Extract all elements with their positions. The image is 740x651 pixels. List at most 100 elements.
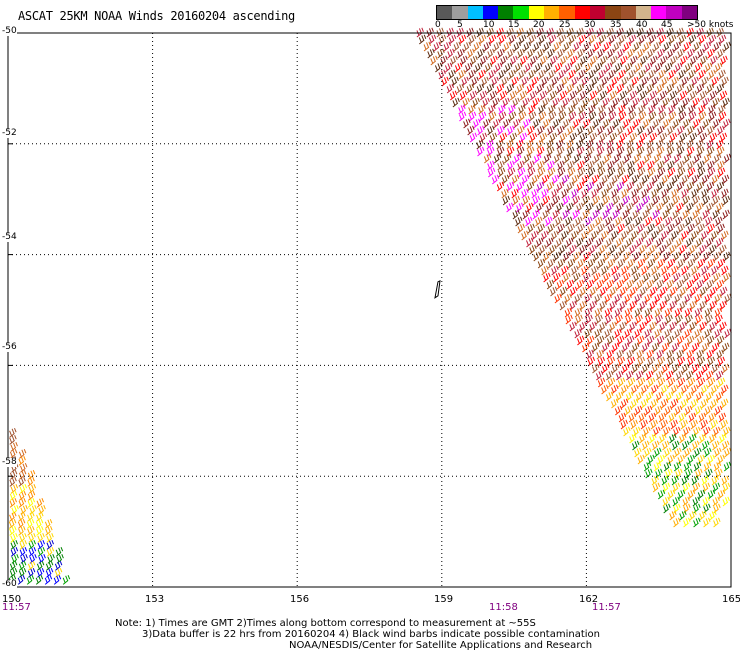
- wind-barb: [607, 258, 616, 269]
- wind-barb: [19, 540, 27, 550]
- wind-barb: [718, 104, 726, 115]
- wind-barb: [720, 419, 728, 430]
- wind-barb: [19, 547, 28, 557]
- wind-barb: [438, 34, 447, 45]
- wind-barb: [633, 272, 641, 283]
- wind-barb: [497, 48, 505, 59]
- wind-barb: [668, 69, 676, 80]
- wind-barb: [609, 321, 617, 332]
- wind-barb: [517, 48, 525, 59]
- wind-barb: [646, 139, 654, 150]
- wind-barb: [666, 279, 675, 290]
- wind-barb: [604, 62, 613, 73]
- wind-barb: [616, 349, 624, 360]
- wind-barb: [537, 125, 545, 136]
- wind-barb: [567, 125, 575, 136]
- wind-barb: [595, 216, 603, 227]
- wind-barb: [27, 477, 35, 487]
- wind-barb: [672, 97, 680, 108]
- wind-barb: [722, 97, 730, 108]
- wind-barb: [643, 251, 651, 262]
- wind-barb: [580, 286, 588, 297]
- wind-barb: [581, 174, 590, 185]
- wind-barb: [531, 76, 539, 87]
- wind-barb: [683, 118, 691, 129]
- wind-barb: [597, 160, 605, 171]
- colorbar-segment: [574, 6, 590, 19]
- wind-barb: [658, 104, 666, 115]
- wind-barb: [716, 349, 724, 360]
- wind-barb: [675, 370, 684, 381]
- wind-barb: [697, 160, 705, 171]
- wind-barb: [683, 517, 691, 528]
- wind-barb: [478, 34, 487, 45]
- wind-barb: [516, 139, 524, 150]
- wind-barb: [18, 512, 26, 522]
- wind-barb: [641, 174, 650, 185]
- wind-barb: [453, 41, 461, 52]
- wind-barb: [702, 496, 710, 507]
- wind-barb: [599, 244, 607, 255]
- wind-barb: [522, 97, 530, 108]
- wind-barb: [596, 202, 604, 213]
- wind-barb: [576, 139, 584, 150]
- wind-barb: [686, 27, 694, 38]
- wind-barb: [672, 209, 680, 220]
- wind-barb: [632, 195, 641, 206]
- wind-barb: [686, 279, 695, 290]
- wind-barb: [542, 209, 550, 220]
- wind-barb: [666, 349, 674, 360]
- wind-barb: [692, 97, 700, 108]
- wind-barb: [620, 286, 628, 297]
- wind-barb: [694, 293, 702, 304]
- wind-barb: [709, 132, 718, 143]
- wind-barb: [607, 146, 615, 157]
- wind-barb: [532, 195, 541, 206]
- wind-barb: [680, 286, 688, 297]
- wind-barb: [713, 272, 721, 283]
- wind-barb: [523, 153, 532, 164]
- wind-barb: [496, 181, 505, 192]
- colorbar-label: 5: [457, 20, 463, 30]
- wind-barbs-layer: [8, 27, 732, 585]
- wind-barb: [548, 111, 557, 122]
- wind-barb: [626, 181, 635, 192]
- wind-barb: [627, 377, 636, 388]
- wind-barb: [711, 174, 720, 185]
- wind-barb: [587, 160, 595, 171]
- wind-barb: [702, 209, 710, 220]
- wind-barb: [717, 160, 725, 171]
- wind-barb: [599, 132, 608, 143]
- wind-barb: [671, 265, 679, 276]
- wind-barb: [659, 132, 668, 143]
- wind-barb: [620, 55, 628, 66]
- wind-barb: [699, 300, 707, 311]
- wind-barb: [683, 426, 691, 437]
- wind-barb: [683, 272, 691, 283]
- wind-barb: [716, 202, 724, 213]
- wind-barb: [643, 426, 651, 437]
- wind-barb: [613, 272, 621, 283]
- wind-barb: [543, 41, 551, 52]
- wind-barb: [28, 547, 37, 557]
- wind-barb: [719, 433, 727, 444]
- wind-barb: [645, 314, 653, 325]
- wind-barb: [659, 433, 667, 444]
- wind-barb: [703, 272, 711, 283]
- wind-barb: [538, 69, 546, 80]
- wind-barb: [667, 223, 675, 234]
- wind-barb: [593, 41, 601, 52]
- wind-barb: [655, 216, 663, 227]
- wind-barb: [518, 104, 526, 115]
- wind-barb: [567, 167, 576, 178]
- wind-barb: [507, 125, 515, 136]
- wind-barb: [615, 216, 623, 227]
- wind-barb: [709, 244, 717, 255]
- wind-barb: [617, 167, 626, 178]
- colorbar-segment: [589, 6, 606, 19]
- wind-barb: [663, 426, 671, 437]
- wind-barb: [631, 174, 640, 185]
- wind-barb: [621, 230, 629, 241]
- wind-barb: [640, 55, 648, 66]
- wind-barb: [573, 153, 582, 164]
